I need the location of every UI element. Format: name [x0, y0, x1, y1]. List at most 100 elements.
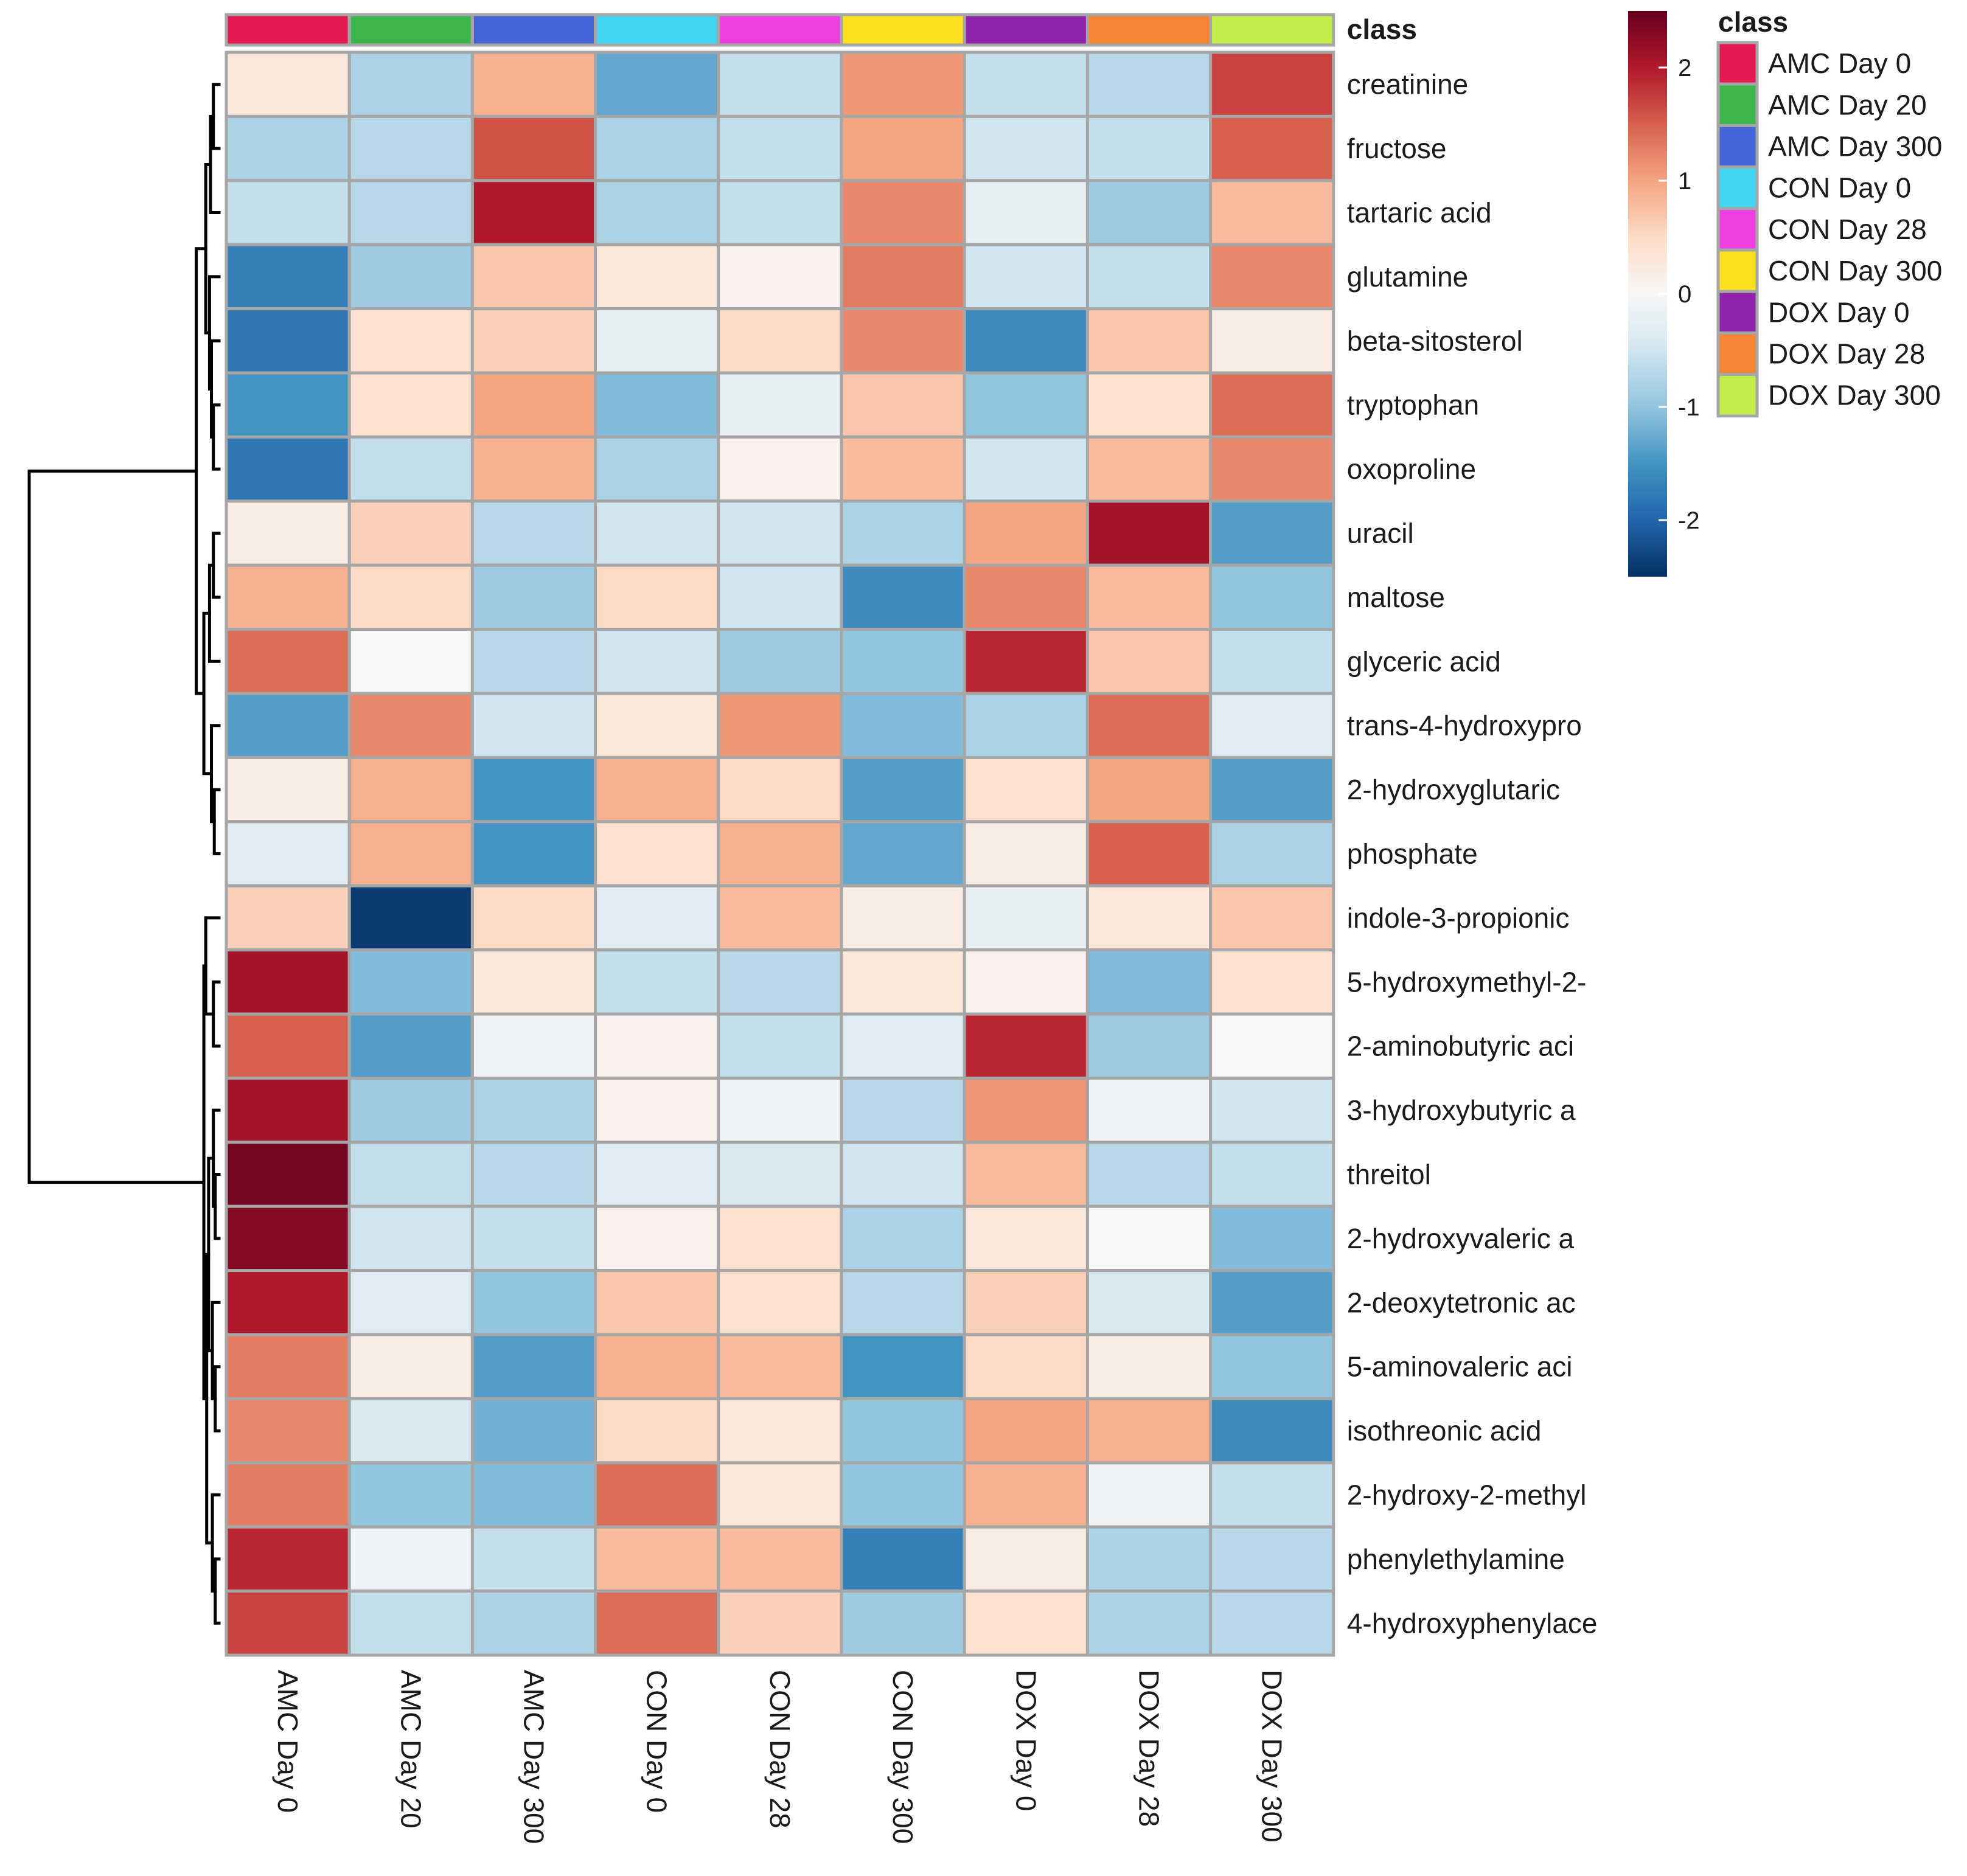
heatmap-cell — [717, 307, 843, 375]
heatmap-cell — [594, 1525, 720, 1593]
heatmap-cell — [594, 628, 720, 695]
heatmap-cell — [470, 114, 597, 182]
row-label: creatinine — [1347, 69, 1468, 100]
heatmap-cell — [347, 884, 474, 952]
heatmap-cell — [225, 1397, 351, 1465]
heatmap-cell — [470, 820, 597, 888]
heatmap-cell — [1085, 371, 1213, 439]
heatmap-cell — [594, 563, 720, 631]
heatmap-cell — [470, 307, 597, 375]
heatmap-cell — [1209, 820, 1335, 888]
heatmap-cells — [225, 50, 1335, 1657]
heatmap-cell — [963, 948, 1089, 1016]
heatmap-cell — [347, 1397, 474, 1465]
heatmap-cell — [840, 1141, 966, 1208]
heatmap-cell — [1085, 1525, 1213, 1593]
heatmap-cell — [225, 948, 351, 1016]
heatmap-cell — [594, 499, 720, 567]
annotation-swatch-amc-day-300 — [470, 13, 597, 47]
heatmap-cell — [594, 1333, 720, 1400]
legend-swatch-con-day-300 — [1716, 248, 1759, 293]
heatmap-cell — [594, 1589, 720, 1657]
row-label: indole-3-propionic — [1347, 902, 1570, 934]
heatmap-cell — [347, 948, 474, 1016]
heatmap-cell — [1209, 692, 1335, 759]
heatmap-cell — [1209, 884, 1335, 952]
heatmap-cell — [963, 1204, 1089, 1273]
heatmap-cell — [225, 499, 351, 567]
legend-label: DOX Day 300 — [1768, 380, 1941, 411]
heatmap-cell — [470, 628, 597, 695]
heatmap-cell — [717, 1269, 843, 1336]
heatmap-cell — [470, 499, 597, 567]
heatmap-cell — [594, 1141, 720, 1208]
heatmap-cell — [1085, 1012, 1213, 1080]
heatmap-cell — [963, 114, 1089, 182]
heatmap-cell — [225, 1076, 351, 1144]
legend-label: DOX Day 0 — [1768, 296, 1910, 328]
heatmap-cell — [225, 1525, 351, 1593]
heatmap-cell — [840, 50, 966, 118]
heatmap-cell — [717, 884, 843, 952]
heatmap-cell — [717, 1397, 843, 1465]
heatmap-cell — [347, 179, 474, 246]
row-label: uracil — [1347, 518, 1414, 549]
dendrogram-root — [27, 469, 206, 1184]
heatmap-cell — [225, 179, 351, 246]
heatmap-cell — [225, 1333, 351, 1400]
heatmap-cell — [225, 1204, 351, 1273]
heatmap-cell — [347, 50, 474, 118]
heatmap-cell — [594, 884, 720, 952]
heatmap-cell — [1209, 179, 1335, 246]
heatmap-cell — [840, 628, 966, 695]
heatmap-cell — [347, 435, 474, 503]
heatmap-cell — [963, 1525, 1089, 1593]
heatmap-cell — [225, 371, 351, 439]
heatmap-cell — [963, 435, 1089, 503]
heatmap-cell — [1209, 563, 1335, 631]
heatmap-cell — [963, 1076, 1089, 1144]
heatmap-cell — [963, 563, 1089, 631]
row-label: 2-aminobutyric aci — [1347, 1030, 1574, 1062]
heatmap-cell — [840, 948, 966, 1016]
column-labels: AMC Day 0 AMC Day 20 AMC Day 300 CON Day 0 C… — [272, 1670, 1288, 1844]
heatmap-cell — [1209, 1333, 1335, 1400]
heatmap-cell — [717, 1141, 843, 1208]
heatmap-cell — [717, 499, 843, 567]
heatmap-cell — [1209, 1012, 1335, 1080]
heatmap-cell — [717, 371, 843, 439]
row-label: oxoproline — [1347, 453, 1476, 485]
heatmap-cell — [1209, 371, 1335, 439]
heatmap-cell — [963, 692, 1089, 759]
heatmap-cell — [1085, 1204, 1213, 1273]
heatmap-cell — [225, 756, 351, 824]
column-label: DOX Day 0 — [1010, 1670, 1042, 1812]
row-label: isothreonic acid — [1347, 1415, 1542, 1447]
class-annotation-bar — [225, 13, 1335, 47]
class-legend: class AMC Day 0 AMC Day 20 AMC Day 300 CON … — [1716, 6, 1942, 418]
heatmap-cell — [1209, 628, 1335, 695]
heatmap-cell — [963, 243, 1089, 311]
legend-swatch-dox-day-28 — [1716, 331, 1759, 377]
legend-swatch-amc-day-300 — [1716, 123, 1759, 169]
heatmap-cell — [225, 1461, 351, 1529]
row-label: trans-4-hydroxypro — [1347, 710, 1582, 742]
heatmap-cell — [840, 307, 966, 375]
heatmap-cell — [347, 114, 474, 182]
column-label: AMC Day 20 — [395, 1670, 426, 1829]
heatmap-cell — [1209, 1525, 1335, 1593]
row-label: tryptophan — [1347, 389, 1479, 421]
row-label: 2-hydroxyvaleric a — [1347, 1223, 1575, 1254]
heatmap-cell — [1085, 179, 1213, 246]
heatmap-cell — [225, 884, 351, 952]
column-label: DOX Day 28 — [1133, 1670, 1165, 1827]
heatmap-cell — [963, 1461, 1089, 1529]
color-scale-legend: 2 1 0 -1 -2 — [1628, 11, 1700, 577]
heatmap-cell — [717, 114, 843, 182]
heatmap-cell — [470, 1589, 597, 1657]
column-label: CON Day 300 — [887, 1670, 919, 1844]
heatmap-cell — [1085, 563, 1213, 631]
heatmap-cell — [347, 1269, 474, 1336]
heatmap-cell — [1085, 1269, 1213, 1336]
heatmap-cell — [840, 114, 966, 182]
